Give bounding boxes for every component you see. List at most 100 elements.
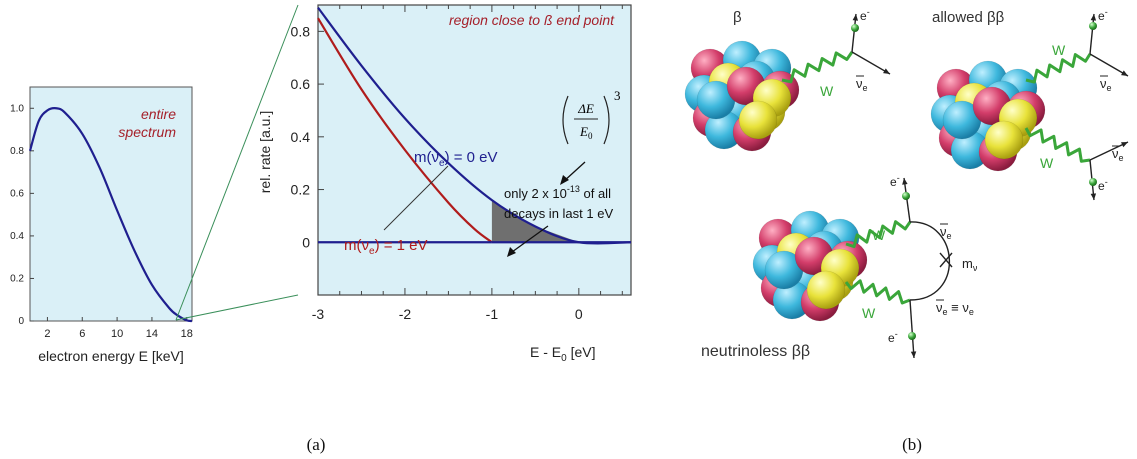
nuclei [684, 40, 1046, 322]
endpoint-chart-title: region close to ß end point [449, 12, 615, 28]
main-y-tick-label: 0.4 [291, 129, 311, 145]
formula-denominator-main: E [579, 124, 588, 139]
allowed-antineutrino-1-label: νe [1100, 76, 1112, 93]
formula-numerator: ΔE [577, 101, 594, 116]
small-y-tick-label: 0 [18, 316, 24, 327]
nl-electron1-line [903, 177, 911, 223]
w-label-nl-1: W [872, 227, 886, 243]
nl-electron2-line [909, 299, 915, 359]
label-mass-1-pre: m(ν [344, 237, 369, 254]
beta-antineutrino-line-head [883, 68, 890, 74]
endpoint-chart-x-axis-label: E - E0 [eV] [530, 344, 595, 364]
label-mass-0: m(νe) = 0 eV [414, 149, 498, 169]
nl-electron-2-label: e- [888, 329, 898, 345]
note-arrow-head [507, 247, 516, 257]
nl-neutrino-propagator [909, 221, 951, 301]
allowed-nucleus [930, 60, 1046, 172]
small-y-tick-label: 0.4 [10, 231, 24, 242]
allowed-electron-2-dot [1089, 178, 1097, 186]
small-chart-y-ticks: 1.0 0.8 0.6 0.4 0.2 0 [10, 103, 34, 327]
allowed-electron-1-label: e- [1098, 7, 1108, 23]
nl-mass-cross-2 [939, 252, 953, 268]
small-chart-x-axis-label: electron energy E [keV] [38, 348, 184, 364]
allowed-antineutrino-2-label: νe [1112, 146, 1124, 163]
nl-majorana-label: νe ≡ νe [936, 300, 974, 317]
zoom-line-top [175, 4, 299, 321]
formula-exponent: 3 [614, 88, 621, 103]
small-chart-title-line2: spectrum [118, 124, 176, 140]
main-y-tick-label: 0.8 [291, 23, 311, 39]
formula-denominator: E0 [579, 124, 593, 141]
note-line1-post: of all [580, 186, 611, 201]
allowed-electron-1-dot [1089, 22, 1097, 30]
label-mass-0-post: ) = 0 eV [445, 149, 498, 166]
series-line-mass-0 [317, 6, 632, 245]
small-x-tick-label: 10 [111, 328, 123, 340]
label-mass-1-sub: e [369, 246, 375, 257]
small-x-tick-label: 6 [79, 328, 85, 340]
beta-electron-line-head [852, 14, 859, 21]
endpoint-chart: region close to ß end point rel. rate [a… [257, 4, 632, 364]
nl-antineutrino-label: νe [940, 224, 952, 241]
beta-antineutrino-label: νe [856, 76, 868, 93]
small-spectrum-chart: entire spectrum 1.0 0.8 0.6 0.4 0.2 0 2 6 10 14 1… [10, 86, 193, 364]
nl-electron-2-dot [908, 332, 916, 340]
allowed-electron1-line [1089, 13, 1095, 55]
formula-left-paren [562, 95, 569, 145]
label-mass-1-post: ) = 1 eV [375, 237, 428, 254]
allowed-electron2-line-head [1090, 193, 1097, 200]
series-line-mass-1 [317, 17, 493, 244]
label-mass-1: m(νe) = 1 eV [344, 237, 428, 257]
w-label-allowed-2: W [1040, 155, 1054, 171]
x-axis-label-main: E - E [530, 344, 561, 360]
w-bosons: W W W W W [781, 42, 1092, 321]
main-x-tick-label: -3 [312, 306, 325, 322]
nl-electron1-line-head [902, 178, 908, 185]
endpoint-chart-y-axis-label: rel. rate [a.u.] [257, 111, 273, 193]
allowed-antineutrino2-line [1089, 141, 1129, 161]
label-mass-0-pre: m(ν [414, 149, 439, 166]
main-x-tick-label: -1 [486, 306, 499, 322]
w-label-allowed-1: W [1052, 42, 1066, 58]
w-label-nl-2: W [862, 305, 876, 321]
main-x-tick-label: -2 [399, 306, 412, 322]
note-line1-pre: only 2 x 10 [504, 186, 567, 201]
nucleon [806, 270, 846, 310]
nl-electron-1-dot [902, 192, 910, 200]
w-boson-beta [781, 51, 854, 84]
main-x-tick-label: 0 [575, 306, 583, 322]
allowed-antineutrino2-line-head [1121, 142, 1128, 148]
allowed-electron-2-label: e- [1098, 177, 1108, 193]
small-y-tick-label: 1.0 [10, 103, 24, 114]
small-y-tick-label: 0.2 [10, 273, 24, 284]
x-axis-label-sub: 0 [561, 353, 567, 364]
nl-mass-label: mν [962, 256, 978, 273]
small-x-tick-label: 18 [181, 328, 193, 340]
w-boson-nl-1 [845, 220, 912, 249]
last-1ev-shaded-area [491, 200, 579, 243]
nucleon [984, 120, 1024, 160]
small-chart-x-ticks: 2 6 10 14 18 [44, 317, 193, 340]
formula-arrow-head [560, 175, 569, 185]
endpoint-note-line2: decays in last 1 eV [504, 206, 613, 221]
phase-space-formula: ΔE E0 3 [562, 88, 621, 145]
main-y-tick-label: 0 [302, 234, 310, 250]
beta-nucleus [684, 40, 800, 152]
note-arrow [511, 225, 549, 253]
endpoint-chart-y-ticks: 0.8 0.6 0.4 0.2 0 [291, 23, 324, 250]
caption-a: (a) [307, 435, 326, 454]
allowed-electron1-line-head [1090, 14, 1097, 21]
w-boson-nl-2 [844, 279, 911, 305]
nucleon [738, 100, 778, 140]
beta-electron-dot [851, 24, 859, 32]
small-chart-background [29, 86, 193, 322]
endpoint-chart-series [317, 6, 632, 245]
nl-electron2-line-head [910, 351, 917, 358]
note-line1-exp: -13 [567, 184, 580, 194]
beta-antineutrino-line [851, 51, 891, 75]
endpoint-chart-background [317, 4, 632, 296]
small-y-tick-label: 0.8 [10, 146, 24, 157]
small-x-tick-label: 14 [146, 328, 158, 340]
formula-denominator-sub: 0 [588, 131, 593, 141]
